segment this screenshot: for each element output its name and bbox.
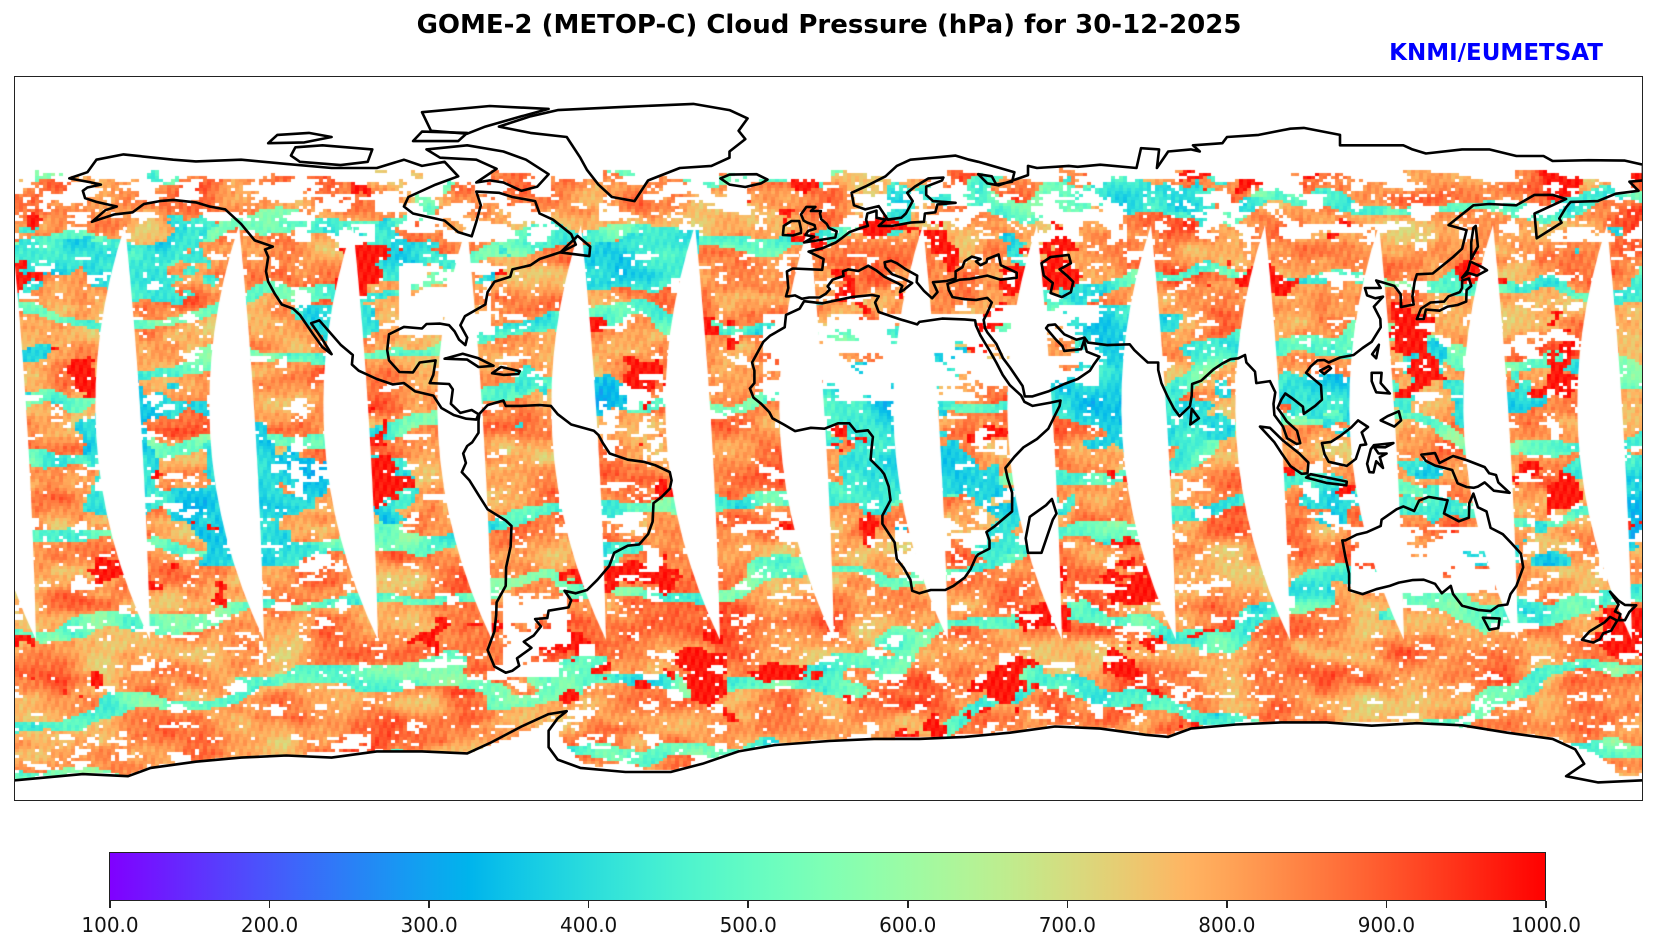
coastline-greenland: [497, 102, 749, 203]
coastline-great-britain: [799, 205, 838, 244]
coastline-north-america: [68, 153, 578, 421]
coastline-sulawesi: [1365, 441, 1395, 474]
coastline-eurasia: [784, 126, 1643, 446]
coastline-iceland: [719, 172, 769, 189]
cloud-pressure-field: [15, 77, 1643, 801]
colorbar-tick-label: 600.0: [879, 913, 937, 937]
colorbar-tick: [1385, 901, 1388, 908]
coastline-australia: [1341, 492, 1525, 613]
coastline-newfoundland: [559, 234, 592, 258]
coastline-new-zealand-north: [1608, 590, 1638, 622]
coastline-sri-lanka: [1189, 407, 1201, 426]
coastline-mindanao: [1379, 410, 1403, 428]
colorbar-tick-label: 900.0: [1357, 913, 1416, 937]
colorbar-tick: [1226, 901, 1228, 908]
coastline-africa: [748, 293, 1062, 595]
coastline-taiwan: [1370, 343, 1381, 360]
coastline-luzon: [1370, 371, 1392, 395]
coastline-caspian-sea: [1040, 253, 1075, 299]
coastline-south-america: [460, 399, 673, 674]
coastline-baffin-island: [425, 144, 550, 193]
colorbar-tick-label: 200.0: [240, 913, 299, 937]
coastline-antarctica: [15, 709, 1643, 784]
coastline-melville-island: [266, 131, 333, 145]
coastline-cuba: [443, 352, 495, 369]
coastline-tasmania: [1481, 616, 1501, 631]
coastline-devon-island: [411, 130, 469, 143]
colorbar-tick-label: 300.0: [400, 913, 458, 937]
colorbar-tick-label: 700.0: [1038, 913, 1096, 937]
coastlines: [15, 102, 1643, 784]
coastline-ireland: [781, 219, 803, 237]
colorbar-tick-label: 1000.0: [1511, 913, 1581, 937]
coastline-borneo: [1320, 419, 1370, 468]
colorbar-tick: [1545, 901, 1547, 908]
coastline-ellesmere-island: [420, 104, 550, 135]
coastline-new-zealand-south: [1580, 615, 1619, 644]
colorbar-tick: [428, 901, 430, 908]
colorbar-tick: [268, 901, 271, 908]
colorbar-gradient: [110, 853, 1546, 901]
colorbar-tick: [109, 901, 111, 908]
colorbar: 100.0 200.0 300.0 400.0 500.0 600.0 700.0 800.0…: [81, 852, 1581, 937]
map-panel: [14, 76, 1643, 801]
coastline-sumatra: [1258, 425, 1310, 476]
coastline-hainan: [1318, 364, 1333, 376]
coastline-new-guinea: [1420, 451, 1511, 495]
colorbar-tick-label: 400.0: [560, 913, 618, 937]
coastline-hispaniola: [490, 365, 521, 377]
colorbar-tick-label: 500.0: [719, 913, 777, 937]
credit-label: KNMI/EUMETSAT: [1389, 40, 1603, 66]
colorbar-tick-label: 800.0: [1198, 913, 1256, 937]
colorbar-tick: [587, 901, 590, 908]
coastline-java: [1304, 472, 1349, 487]
coastline-sakhalin: [1469, 224, 1480, 261]
coastline-madagascar: [1024, 497, 1058, 555]
chart-title: GOME-2 (METOP-C) Cloud Pressure (hPa) fo…: [416, 10, 1242, 40]
coastline-victoria-island: [289, 144, 374, 167]
coastline-hokkaido: [1460, 260, 1489, 279]
colorbar-tick: [907, 901, 909, 908]
colorbar-tick-label: 100.0: [81, 913, 139, 937]
coastline-honshu: [1415, 277, 1473, 321]
colorbar-tick: [1066, 901, 1069, 908]
colorbar-tick: [747, 901, 749, 908]
